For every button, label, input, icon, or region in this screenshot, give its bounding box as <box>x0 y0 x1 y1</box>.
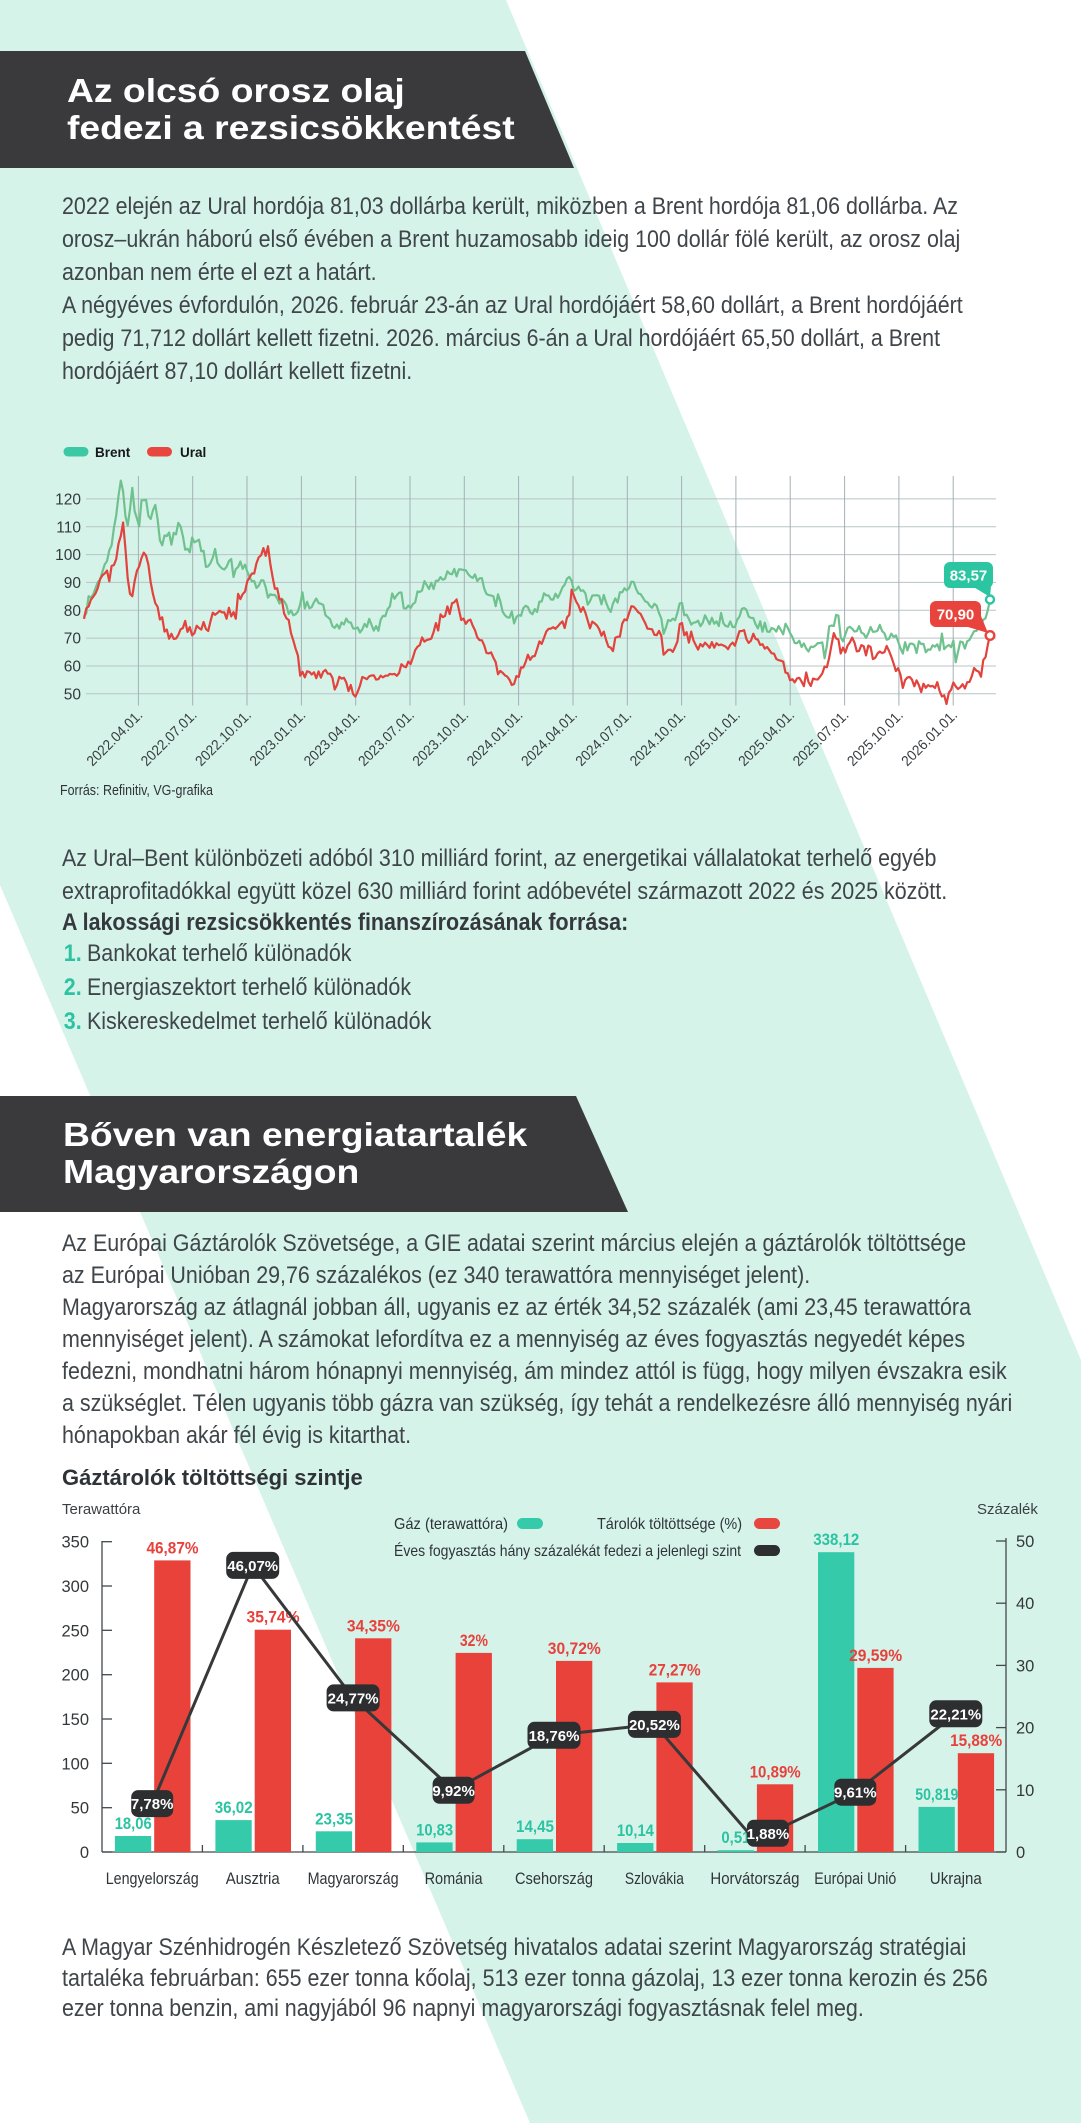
svg-text:2022.10.01.: 2022.10.01. <box>193 708 255 770</box>
svg-text:27,27%: 27,27% <box>649 1660 701 1679</box>
svg-text:Forrás: Refinitiv, VG-grafika: Forrás: Refinitiv, VG-grafika <box>60 783 214 799</box>
svg-text:70: 70 <box>64 631 82 648</box>
svg-text:90: 90 <box>64 575 82 592</box>
svg-text:10,14: 10,14 <box>617 1821 654 1840</box>
svg-text:100: 100 <box>55 547 81 564</box>
svg-text:30,72%: 30,72% <box>548 1639 601 1658</box>
svg-text:2026.01.01.: 2026.01.01. <box>899 708 961 770</box>
svg-text:100: 100 <box>61 1755 89 1773</box>
svg-text:83,57: 83,57 <box>950 568 988 585</box>
svg-text:36,02: 36,02 <box>215 1798 253 1817</box>
svg-text:2023.01.01.: 2023.01.01. <box>247 708 309 770</box>
svg-text:18,06: 18,06 <box>115 1814 152 1833</box>
svg-text:35,74%: 35,74% <box>247 1608 300 1627</box>
svg-text:24,77%: 24,77% <box>328 1690 379 1707</box>
svg-text:2025.10.01.: 2025.10.01. <box>845 708 907 770</box>
svg-text:14,45: 14,45 <box>516 1817 554 1836</box>
svg-text:10,89%: 10,89% <box>750 1762 801 1781</box>
svg-text:29,59%: 29,59% <box>849 1646 902 1665</box>
svg-text:30: 30 <box>1016 1657 1034 1675</box>
svg-text:18,76%: 18,76% <box>529 1728 580 1745</box>
svg-text:7,78%: 7,78% <box>131 1796 174 1813</box>
svg-text:Románia: Románia <box>425 1870 484 1888</box>
svg-text:9,61%: 9,61% <box>834 1785 877 1802</box>
svg-text:150: 150 <box>61 1711 89 1729</box>
svg-text:120: 120 <box>55 491 81 508</box>
svg-text:50,819: 50,819 <box>915 1785 958 1804</box>
svg-text:34,35%: 34,35% <box>347 1616 400 1635</box>
svg-text:2022.04.01.: 2022.04.01. <box>84 708 146 770</box>
svg-text:Ausztria: Ausztria <box>226 1870 281 1888</box>
svg-text:Szlovákia: Szlovákia <box>625 1870 685 1888</box>
svg-text:Csehország: Csehország <box>515 1870 593 1888</box>
svg-text:2023.07.01.: 2023.07.01. <box>356 708 418 770</box>
svg-text:20: 20 <box>1016 1720 1034 1738</box>
svg-text:250: 250 <box>61 1622 89 1640</box>
svg-text:23,35: 23,35 <box>315 1809 353 1828</box>
svg-text:20,52%: 20,52% <box>629 1717 680 1734</box>
svg-text:60: 60 <box>64 659 82 676</box>
svg-text:Lengyelország: Lengyelország <box>106 1870 199 1888</box>
svg-text:40: 40 <box>1016 1595 1034 1613</box>
svg-text:2023.04.01.: 2023.04.01. <box>301 708 363 770</box>
svg-text:300: 300 <box>61 1578 89 1596</box>
svg-text:Magyarország: Magyarország <box>308 1870 399 1888</box>
svg-text:Brent: Brent <box>95 445 131 460</box>
svg-text:Európai Unió: Európai Unió <box>814 1870 896 1888</box>
svg-text:110: 110 <box>56 519 81 536</box>
svg-text:1,88%: 1,88% <box>747 1826 790 1843</box>
svg-text:2025.01.01.: 2025.01.01. <box>682 708 744 770</box>
svg-text:15,88%: 15,88% <box>950 1731 1002 1750</box>
svg-text:Ural: Ural <box>180 445 206 460</box>
svg-text:Horvátország: Horvátország <box>710 1870 799 1888</box>
svg-text:2025.07.01.: 2025.07.01. <box>790 708 852 770</box>
svg-text:70,90: 70,90 <box>937 607 975 624</box>
svg-text:200: 200 <box>61 1667 89 1685</box>
svg-text:2024.01.01.: 2024.01.01. <box>464 708 526 770</box>
svg-text:0: 0 <box>1016 1844 1025 1862</box>
svg-text:9,92%: 9,92% <box>432 1783 475 1800</box>
svg-text:2023.10.01.: 2023.10.01. <box>410 708 472 770</box>
svg-text:22,21%: 22,21% <box>930 1706 981 1723</box>
svg-text:46,07%: 46,07% <box>227 1558 278 1575</box>
svg-text:Gáz (terawattóra): Gáz (terawattóra) <box>394 1516 508 1533</box>
svg-text:10,83: 10,83 <box>416 1820 453 1839</box>
svg-text:80: 80 <box>64 603 82 620</box>
svg-text:50: 50 <box>64 686 82 703</box>
svg-text:338,12: 338,12 <box>813 1530 859 1549</box>
svg-text:10: 10 <box>1016 1782 1034 1800</box>
svg-text:2025.04.01.: 2025.04.01. <box>736 708 798 770</box>
svg-text:50: 50 <box>71 1800 89 1818</box>
svg-text:46,87%: 46,87% <box>147 1538 199 1557</box>
svg-text:0,51: 0,51 <box>721 1828 750 1847</box>
svg-text:Éves fogyasztás hány százaléká: Éves fogyasztás hány százalékát fedezi a… <box>394 1541 741 1560</box>
svg-text:32%: 32% <box>460 1631 488 1650</box>
svg-text:2024.07.01.: 2024.07.01. <box>573 708 635 770</box>
svg-text:2022.07.01.: 2022.07.01. <box>138 708 200 770</box>
svg-text:2024.10.01.: 2024.10.01. <box>627 708 689 770</box>
svg-text:2024.04.01.: 2024.04.01. <box>519 708 581 770</box>
svg-text:Ukrajna: Ukrajna <box>930 1870 983 1888</box>
svg-text:50: 50 <box>1016 1533 1034 1551</box>
svg-text:350: 350 <box>61 1534 89 1552</box>
svg-text:0: 0 <box>80 1844 89 1862</box>
svg-text:Tárolók töltöttsége (%): Tárolók töltöttsége (%) <box>597 1516 742 1533</box>
